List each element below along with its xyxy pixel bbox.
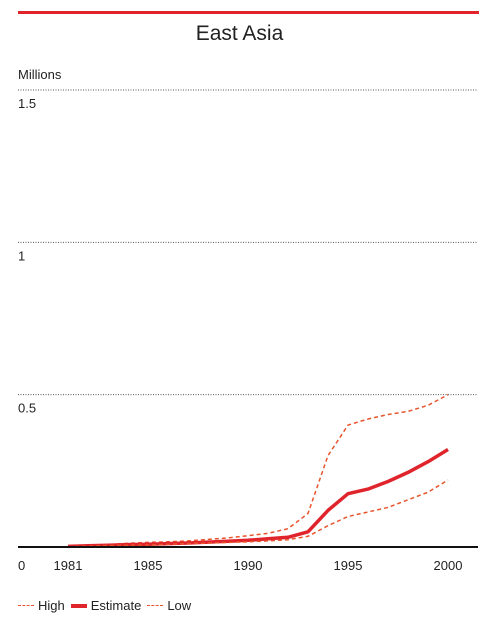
top-accent-rule bbox=[18, 11, 479, 14]
x-tick-label: 1990 bbox=[234, 558, 263, 573]
y-tick-label: 0.5 bbox=[18, 401, 36, 416]
gridlines bbox=[18, 89, 478, 396]
legend-swatch-high bbox=[18, 605, 34, 606]
plot-area: 0.5 1 1.5 0 1981 1985 1990 1995 2000 bbox=[18, 89, 478, 573]
legend-label-estimate: Estimate bbox=[90, 598, 142, 613]
tick-labels: 0.5 1 1.5 0 1981 1985 1990 1995 2000 bbox=[18, 96, 462, 573]
x-tick-label: 1995 bbox=[334, 558, 363, 573]
y-origin-label: 0 bbox=[18, 558, 25, 573]
chart-title: East Asia bbox=[195, 22, 284, 45]
legend-label-low: Low bbox=[167, 598, 192, 613]
series-line-high bbox=[67, 394, 449, 547]
legend: High Estimate Low bbox=[18, 598, 197, 613]
y-tick-label: 1 bbox=[18, 248, 25, 263]
legend-item-high: High bbox=[18, 598, 65, 613]
legend-item-estimate: Estimate bbox=[70, 598, 142, 613]
series-line-low bbox=[67, 479, 449, 548]
series-line-estimate bbox=[67, 448, 449, 549]
legend-label-high: High bbox=[38, 598, 65, 613]
y-tick-label: 1.5 bbox=[18, 96, 36, 111]
x-tick-label: 1985 bbox=[134, 558, 163, 573]
series-lines bbox=[67, 394, 449, 549]
legend-swatch-estimate bbox=[70, 603, 87, 608]
x-tick-label: 2000 bbox=[434, 558, 463, 573]
legend-swatch-low bbox=[147, 605, 164, 606]
legend-item-low: Low bbox=[147, 598, 191, 613]
x-tick-label: 1981 bbox=[54, 558, 83, 573]
y-axis-unit-label: Millions bbox=[18, 67, 62, 82]
